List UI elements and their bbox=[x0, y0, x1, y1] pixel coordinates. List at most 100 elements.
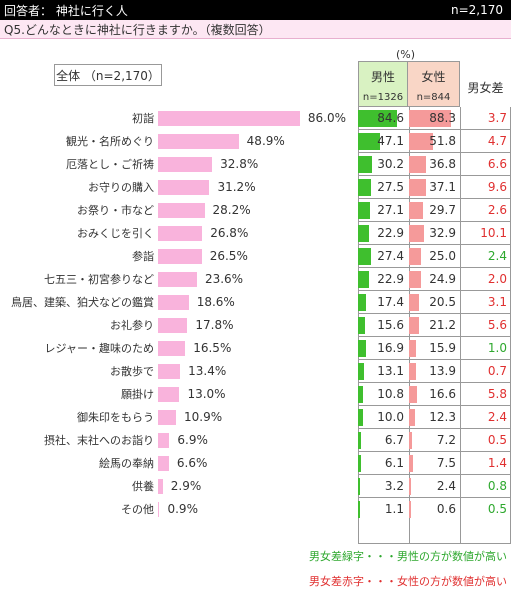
total-bar bbox=[158, 433, 170, 448]
male-bar bbox=[358, 363, 365, 380]
female-value-label: 51.8 bbox=[429, 134, 456, 148]
row-divider bbox=[358, 175, 511, 176]
table-row: お祭り・市など 28.2% 27.1 29.7 2.6 bbox=[0, 199, 511, 222]
row-divider bbox=[358, 382, 511, 383]
table-row: お礼参り 17.8% 15.6 21.2 5.6 bbox=[0, 314, 511, 337]
total-value-label: 32.8% bbox=[220, 157, 259, 171]
female-bar bbox=[409, 386, 417, 403]
male-bar bbox=[358, 478, 360, 495]
male-value-label: 30.2 bbox=[377, 157, 404, 171]
female-bar bbox=[409, 455, 413, 472]
male-bar bbox=[358, 409, 363, 426]
female-column-header: 女性 n=844 bbox=[408, 61, 460, 107]
male-bar bbox=[358, 455, 361, 472]
diff-value-label: 6.6 bbox=[487, 157, 507, 171]
total-value-label: 6.9% bbox=[177, 433, 208, 447]
female-bar bbox=[409, 501, 411, 518]
female-bar bbox=[409, 179, 427, 196]
diff-value-label: 2.4 bbox=[487, 410, 507, 424]
total-value-label: 6.6% bbox=[176, 456, 208, 470]
female-value-label: 12.3 bbox=[429, 410, 456, 424]
category-label: 参詣 bbox=[132, 250, 154, 263]
category-label: 厄落とし・ご祈祷 bbox=[66, 158, 154, 171]
diff-value-label: 0.5 bbox=[487, 433, 507, 447]
diff-value-label: 2.4 bbox=[487, 249, 507, 263]
total-value-label: 18.6% bbox=[196, 295, 235, 309]
table-row: 絵馬の奉納 6.6% 6.1 7.5 1.4 bbox=[0, 452, 511, 475]
male-bar bbox=[358, 317, 366, 334]
category-label: お祭り・市など bbox=[77, 204, 154, 217]
table-row: 参詣 26.5% 27.4 25.0 2.4 bbox=[0, 245, 511, 268]
female-value-label: 32.9 bbox=[429, 226, 456, 240]
category-label: 七五三・初宮参りなど bbox=[44, 273, 154, 286]
male-header-label: 男性 bbox=[370, 70, 395, 84]
female-bar bbox=[409, 294, 419, 311]
female-value-label: 16.6 bbox=[429, 387, 456, 401]
female-bar bbox=[409, 432, 413, 449]
row-divider bbox=[358, 359, 511, 360]
female-bar bbox=[409, 317, 419, 334]
female-value-label: 15.9 bbox=[429, 341, 456, 355]
male-bar bbox=[358, 110, 397, 127]
male-value-label: 27.5 bbox=[377, 180, 404, 194]
row-divider bbox=[358, 497, 511, 498]
row-divider bbox=[358, 336, 511, 337]
row-divider bbox=[358, 129, 511, 130]
table-row: 厄落とし・ご祈祷 32.8% 30.2 36.8 6.6 bbox=[0, 153, 511, 176]
total-bar bbox=[158, 410, 176, 425]
category-label: お礼参り bbox=[110, 319, 154, 332]
row-divider bbox=[358, 198, 511, 199]
diff-value-label: 9.6 bbox=[487, 180, 507, 194]
total-bar bbox=[158, 226, 203, 241]
respondent-label: 回答者： 神社に行く人 bbox=[4, 3, 128, 18]
male-value-label: 17.4 bbox=[377, 295, 404, 309]
female-bar bbox=[409, 478, 411, 495]
male-bar bbox=[358, 271, 369, 288]
table-row: おみくじを引く 26.8% 22.9 32.9 10.1 bbox=[0, 222, 511, 245]
row-divider bbox=[358, 152, 511, 153]
category-label: お守りの購入 bbox=[88, 181, 154, 194]
total-bar bbox=[158, 203, 205, 218]
male-header-n: n=1326 bbox=[362, 92, 404, 103]
female-bar bbox=[409, 409, 415, 426]
category-label: 摂社、末社へのお詣り bbox=[44, 434, 154, 447]
total-value-label: 26.8% bbox=[210, 226, 249, 240]
table-row: レジャー・趣味のため 16.5% 16.9 15.9 1.0 bbox=[0, 337, 511, 360]
female-bar bbox=[409, 202, 423, 219]
total-bar bbox=[158, 387, 180, 402]
male-value-label: 22.9 bbox=[377, 226, 404, 240]
table-row: お散歩で 13.4% 13.1 13.9 0.7 bbox=[0, 360, 511, 383]
male-column-header: 男性 n=1326 bbox=[358, 61, 408, 107]
female-value-label: 88.3 bbox=[429, 111, 456, 125]
respondent-header: 回答者： 神社に行く人 n=2,170 bbox=[0, 0, 511, 20]
respondent-count: n=2,170 bbox=[450, 3, 503, 17]
diff-value-label: 5.8 bbox=[487, 387, 507, 401]
female-value-label: 36.8 bbox=[429, 157, 456, 171]
female-bar bbox=[409, 340, 417, 357]
grid-divider bbox=[460, 107, 461, 543]
female-value-label: 25.0 bbox=[429, 249, 456, 263]
female-bar bbox=[409, 271, 421, 288]
diff-value-label: 1.4 bbox=[487, 456, 507, 470]
diff-value-label: 2.6 bbox=[487, 203, 507, 217]
male-bar bbox=[358, 156, 372, 173]
table-row: 初詣 86.0% 84.6 88.3 3.7 bbox=[0, 107, 511, 130]
category-label: 観光・名所めぐり bbox=[66, 135, 154, 148]
total-value-label: 16.5% bbox=[193, 341, 232, 355]
male-bar bbox=[358, 432, 362, 449]
table-row: 七五三・初宮参りなど 23.6% 22.9 24.9 2.0 bbox=[0, 268, 511, 291]
male-bar bbox=[358, 133, 380, 150]
category-label: お散歩で bbox=[110, 365, 154, 378]
male-value-label: 13.1 bbox=[377, 364, 404, 378]
male-value-label: 47.1 bbox=[377, 134, 404, 148]
female-value-label: 13.9 bbox=[429, 364, 456, 378]
table-row: 願掛け 13.0% 10.8 16.6 5.8 bbox=[0, 383, 511, 406]
male-value-label: 6.7 bbox=[384, 433, 404, 447]
male-value-label: 10.8 bbox=[377, 387, 404, 401]
total-value-label: 31.2% bbox=[217, 180, 256, 194]
female-value-label: 37.1 bbox=[429, 180, 456, 194]
female-value-label: 7.2 bbox=[436, 433, 456, 447]
male-value-label: 6.1 bbox=[384, 456, 404, 470]
row-divider bbox=[358, 405, 511, 406]
total-value-label: 13.0% bbox=[187, 387, 226, 401]
